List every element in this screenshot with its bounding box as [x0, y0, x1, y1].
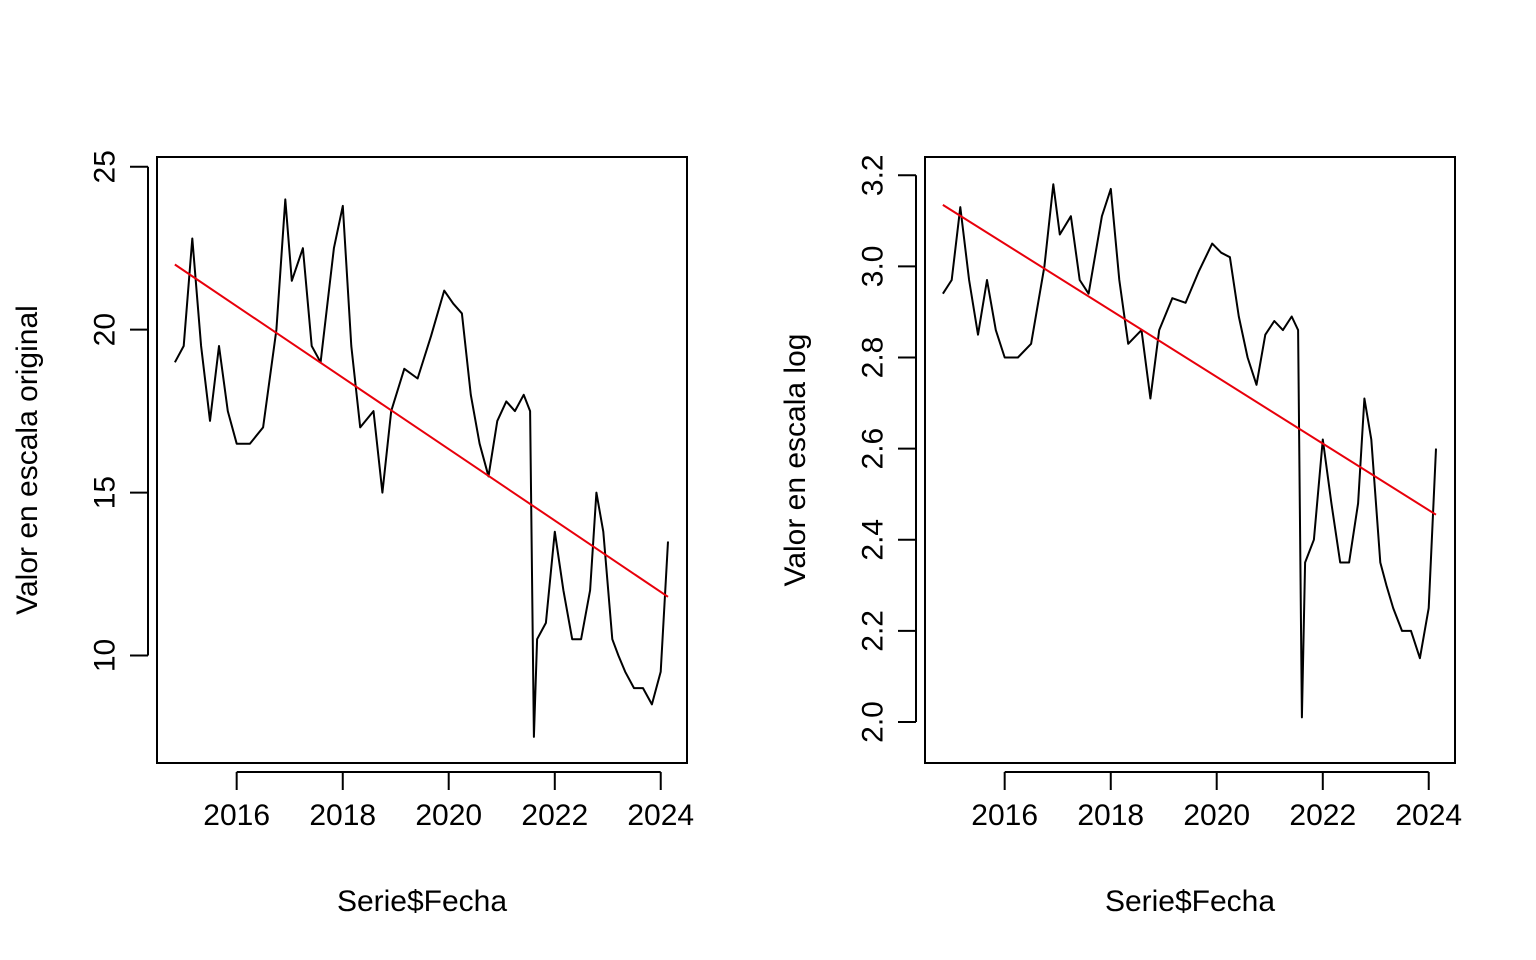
series-line [942, 183, 1437, 719]
x-axis: 2016 2018 2020 2022 2024 [971, 771, 1462, 832]
x-tick-label: 2020 [1183, 799, 1250, 832]
y-tick-label: 25 [89, 150, 122, 183]
plot-area [174, 198, 669, 738]
plot-area [942, 183, 1437, 719]
x-tick-label: 2018 [309, 799, 376, 832]
y-tick-label: 15 [89, 476, 122, 509]
y-tick-label: 2.4 [857, 519, 890, 561]
y-axis-title: Valor en escala original [11, 305, 44, 615]
y-axis: 2.0 2.2 2.4 2.6 2.8 3.0 3.2 [857, 154, 917, 743]
y-tick-label: 2.6 [857, 428, 890, 470]
x-tick-label: 2018 [1077, 799, 1144, 832]
x-tick-label: 2024 [627, 799, 694, 832]
trend-line [942, 203, 1437, 516]
y-tick-label: 2.8 [857, 337, 890, 379]
panel-log: 2016 2018 2020 2022 2024 2.0 2.2 2.4 2.6 2.8 3.0 3… [779, 154, 1462, 918]
plot-frame [156, 156, 688, 764]
x-axis-title: Serie$Fecha [337, 885, 507, 918]
y-tick-label: 10 [89, 639, 122, 672]
x-tick-label: 2024 [1395, 799, 1462, 832]
x-tick-label: 2022 [521, 799, 588, 832]
x-axis-title: Serie$Fecha [1105, 885, 1275, 918]
x-tick-label: 2016 [203, 799, 270, 832]
plot-frame [924, 156, 1456, 764]
x-axis: 2016 2018 2020 2022 2024 [203, 771, 694, 832]
y-tick-label: 2.0 [857, 701, 890, 743]
x-tick-label: 2020 [415, 799, 482, 832]
x-tick-label: 2016 [971, 799, 1038, 832]
y-axis: 10 15 20 25 [89, 150, 149, 672]
y-axis-title: Valor en escala log [779, 334, 812, 587]
y-tick-label: 2.2 [857, 610, 890, 652]
y-tick-label: 3.0 [857, 245, 890, 287]
y-tick-label: 3.2 [857, 154, 890, 196]
x-tick-label: 2022 [1289, 799, 1356, 832]
panel-original: 2016 2018 2020 2022 2024 10 15 20 25 Serie$Fech… [11, 150, 694, 918]
series-line [174, 198, 669, 738]
trend-line [174, 263, 669, 598]
y-tick-label: 20 [89, 313, 122, 346]
